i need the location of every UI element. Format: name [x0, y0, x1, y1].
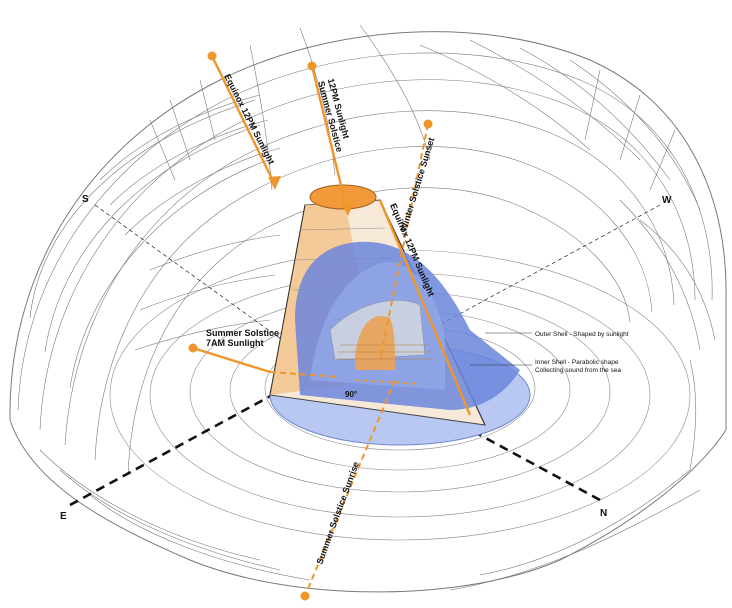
inner-shell — [295, 184, 520, 410]
label-summer-solstice-7am: Summer Solstice 7AM Sunlight — [206, 328, 279, 348]
annotation-outer-shell: Outer Shell - Shaped by sunlight — [535, 331, 629, 338]
label-summer-solstice-12pm: Summer Solstice 12PM Sunlight — [316, 77, 351, 153]
sun-points — [188, 51, 433, 601]
sun-paths — [192, 55, 472, 597]
angle-label: 90° — [345, 390, 357, 399]
direction-west: W — [662, 195, 672, 206]
label-summer-solstice-sunrise: Summer Solstice Sunrise — [314, 460, 361, 565]
label-summer-solstice-7am-line2: 7AM Sunlight — [206, 338, 264, 348]
annotation-inner-shell-line1: Inner Shell - Parabolic shape — [535, 359, 619, 366]
direction-east: E — [60, 511, 67, 522]
direction-south: S — [82, 194, 89, 205]
label-equinox-12pm-left: Equinox 12PM Sunlight — [222, 72, 276, 166]
annotation-inner-shell-line2: Collecting sound from the sea — [535, 367, 621, 374]
direction-north: N — [600, 508, 607, 519]
label-summer-solstice-7am-line1: Summer Solstice — [206, 328, 279, 338]
